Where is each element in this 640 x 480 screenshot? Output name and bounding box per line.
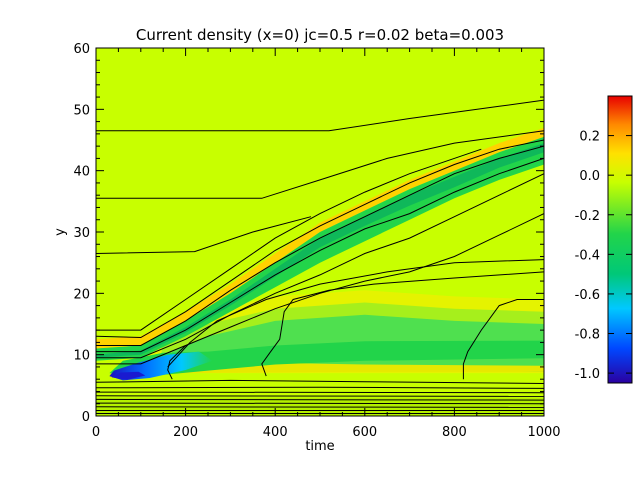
y-tick-label: 0 bbox=[82, 410, 90, 425]
plot-area bbox=[96, 48, 544, 416]
x-axis-label: time bbox=[305, 439, 334, 454]
contour-line-18 bbox=[96, 402, 544, 405]
heat-core-peak bbox=[111, 371, 146, 380]
y-tick-label: 10 bbox=[73, 349, 90, 364]
contour-line-19 bbox=[96, 406, 544, 408]
colorbar-ticks: 0.2 0.0 -0.2 -0.4 -0.6 -0.8 -1.0 bbox=[575, 130, 632, 382]
contour-line-16 bbox=[96, 395, 544, 397]
contour-line-11 bbox=[261, 271, 544, 377]
x-tick-label: 400 bbox=[263, 425, 288, 440]
contour-line-5 bbox=[96, 145, 544, 346]
x-tick-label: 200 bbox=[173, 425, 198, 440]
contour-line-15 bbox=[96, 391, 544, 394]
y-tick-label: 60 bbox=[73, 42, 90, 57]
chart-title: Current density (x=0) jc=0.5 r=0.02 beta… bbox=[136, 26, 504, 44]
heat-positive-edge bbox=[96, 127, 544, 349]
x-tick-label: 600 bbox=[352, 425, 377, 440]
y-tick-label: 50 bbox=[73, 103, 90, 118]
contour-line-0 bbox=[96, 99, 544, 132]
colorbar-tick-label: -0.6 bbox=[575, 288, 600, 303]
contour-layer bbox=[96, 99, 544, 414]
x-tick-label: 800 bbox=[442, 425, 467, 440]
colorbar-tick-label: -0.8 bbox=[575, 328, 600, 343]
x-axis: 0 200 400 600 800 1000 bbox=[92, 48, 561, 440]
colorbar-tick-label: -0.2 bbox=[575, 209, 600, 224]
contour-line-7 bbox=[96, 173, 544, 359]
heat-diagonal-core bbox=[96, 143, 544, 358]
contour-line-3 bbox=[96, 148, 482, 331]
y-tick-label: 20 bbox=[73, 287, 90, 302]
contour-line-9 bbox=[167, 259, 544, 368]
x-tick-label: 0 bbox=[92, 425, 100, 440]
x-tick-label: 1000 bbox=[527, 425, 560, 440]
contour-line-2 bbox=[96, 216, 312, 254]
contour-line-6 bbox=[96, 157, 544, 353]
contour-line-17 bbox=[96, 398, 544, 401]
contour-line-1 bbox=[96, 130, 544, 199]
contour-line-12 bbox=[462, 299, 544, 380]
contour-line-4 bbox=[96, 139, 544, 339]
heat-negative-band bbox=[109, 340, 544, 377]
y-tick-label: 40 bbox=[73, 165, 90, 180]
colorbar-tick-label: -1.0 bbox=[575, 367, 600, 382]
colorbar-tick-label: -0.4 bbox=[575, 248, 600, 263]
contour-line-8 bbox=[96, 213, 544, 365]
y-axis: 0 10 20 30 40 50 60 bbox=[73, 42, 544, 425]
colorbar-gradient bbox=[607, 95, 633, 384]
y-axis-label: y bbox=[53, 228, 68, 236]
colorbar-tick-label: 0.2 bbox=[579, 130, 600, 145]
contour-line-14 bbox=[96, 386, 544, 389]
colorbar: 0.2 0.0 -0.2 -0.4 -0.6 -0.8 -1.0 bbox=[575, 95, 633, 384]
contour-line-10 bbox=[167, 345, 186, 380]
y-tick-label: 30 bbox=[73, 226, 90, 241]
contour-line-13 bbox=[96, 379, 544, 384]
colorbar-tick-label: 0.0 bbox=[579, 169, 600, 184]
